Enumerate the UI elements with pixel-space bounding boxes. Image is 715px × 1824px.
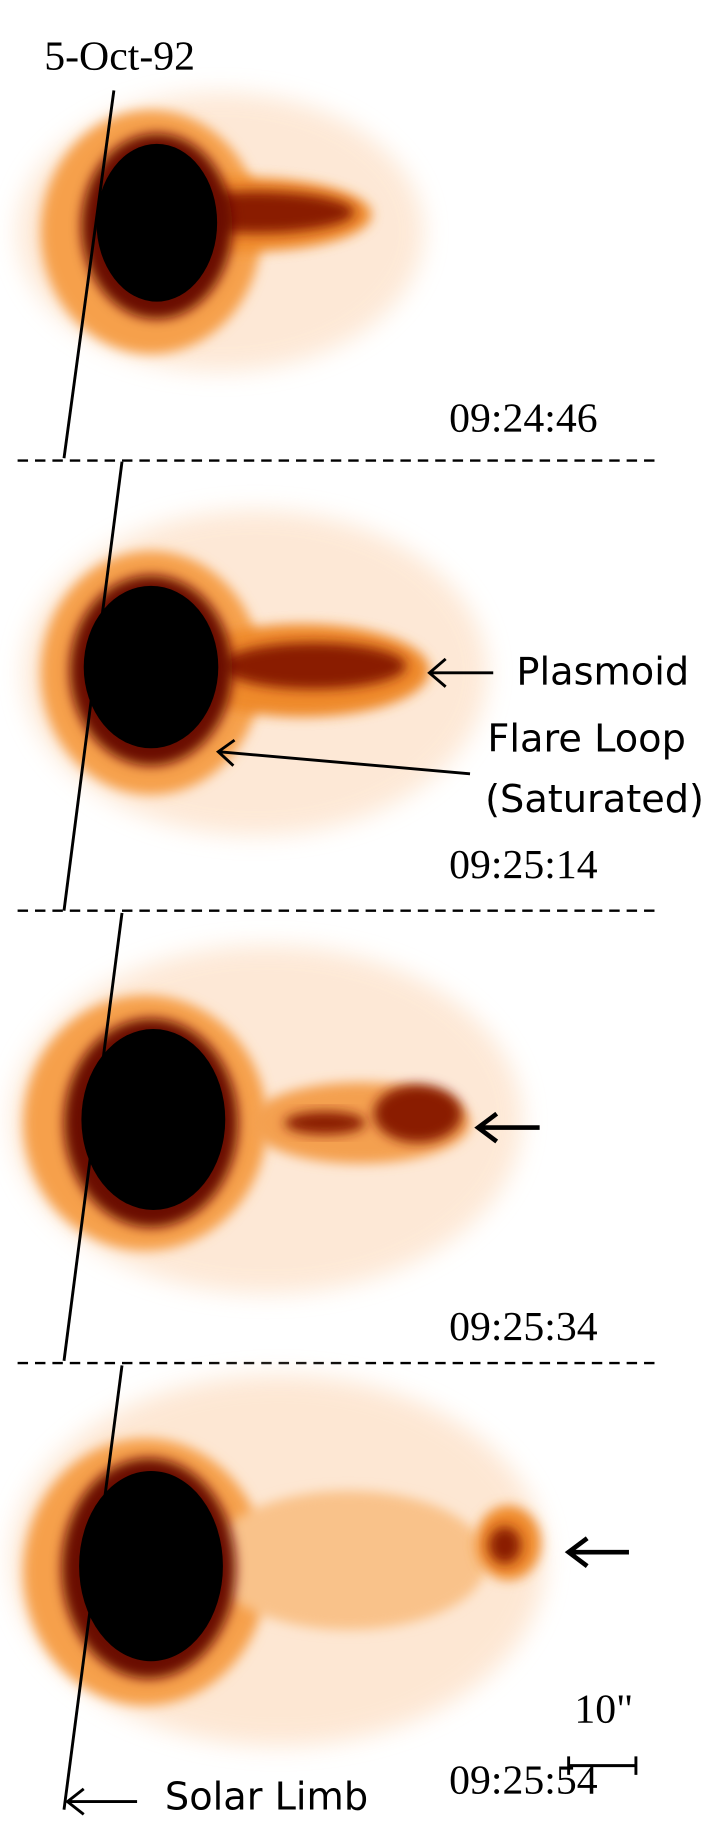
scale-label: 10" [574,1687,633,1733]
date-label: 5-Oct-92 [44,34,195,80]
time-label: 09:25:14 [449,842,598,888]
page: 5-Oct-92 09:24:46 09:25:14 09:25:34 09:2… [0,0,715,1819]
panel-4 [12,1365,546,1809]
time-label: 09:25:34 [449,1304,598,1350]
time-label: 09:24:46 [449,396,597,442]
panel-3 [12,913,662,1363]
solar-limb-label: Solar Limb [165,1775,368,1819]
saturated-label: (Saturated) [485,777,704,822]
flare-loop-label: Flare Loop [487,717,685,762]
figure: 5-Oct-92 09:24:46 09:25:14 09:25:34 09:2… [0,0,715,1819]
plasmoid-label: Plasmoid [516,649,689,694]
